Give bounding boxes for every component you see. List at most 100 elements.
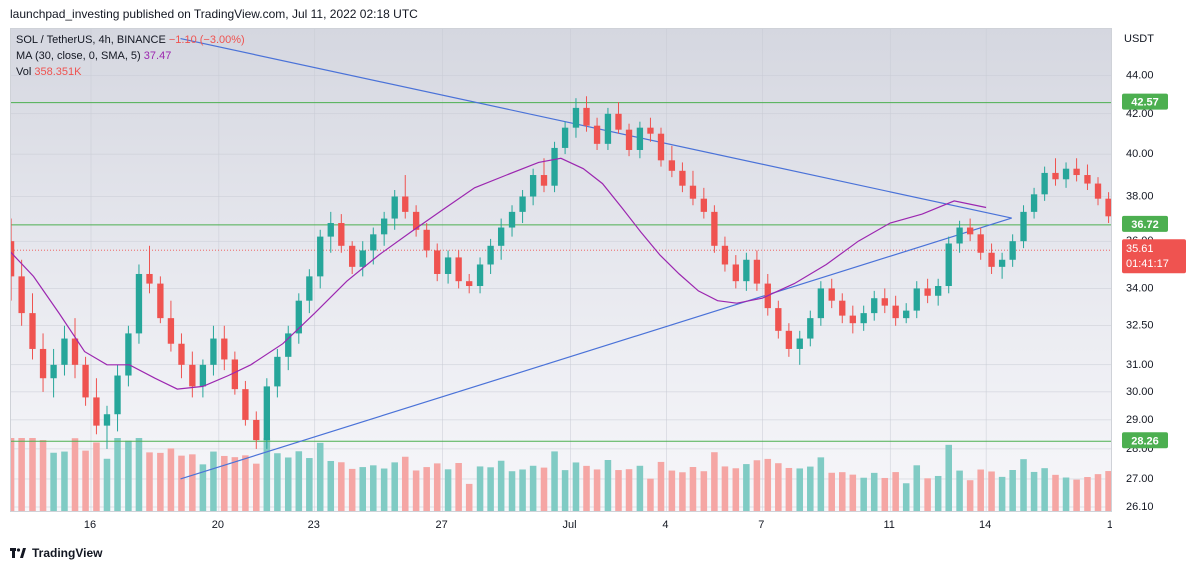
candle-32 xyxy=(349,241,356,274)
candle-73 xyxy=(785,323,793,357)
price-tick-label-7: 31.00 xyxy=(1126,359,1154,371)
candle-100 xyxy=(1073,158,1080,182)
candle-86 xyxy=(924,278,931,304)
candle-82 xyxy=(881,288,888,314)
level-badge-label-0: 42.57 xyxy=(1131,97,1159,109)
candle-body-101 xyxy=(1084,175,1091,184)
volume-bar-18 xyxy=(199,464,207,511)
candle-27 xyxy=(295,293,302,344)
volume-bar-61 xyxy=(657,461,665,511)
time-axis[interactable]: 16 20 23 27 Jul 4 7 11 14 18 xyxy=(10,512,1119,538)
volume-bar-90 xyxy=(966,480,974,511)
candle-38 xyxy=(412,205,420,237)
candle-37 xyxy=(402,175,409,219)
candle-body-102 xyxy=(1094,183,1102,199)
candle-body-27 xyxy=(295,300,302,334)
candle-17 xyxy=(189,351,196,398)
volume-bar-33 xyxy=(359,467,367,511)
candle-body-70 xyxy=(753,259,761,284)
candle-97 xyxy=(1041,166,1048,201)
candle-61 xyxy=(657,127,665,167)
candle-body-59 xyxy=(636,127,644,150)
candle-23 xyxy=(253,411,260,449)
volume-bar-58 xyxy=(625,469,633,511)
candle-52 xyxy=(561,121,569,155)
candle-10 xyxy=(114,364,121,432)
volume-bar-47 xyxy=(508,471,516,511)
candle-body-1 xyxy=(18,276,25,314)
candle-body-93 xyxy=(998,259,1006,267)
candle-body-10 xyxy=(114,375,121,415)
candle-12 xyxy=(135,264,143,344)
candle-83 xyxy=(892,295,899,326)
volume-bar-85 xyxy=(913,465,921,511)
price-tick-label-2: 40.00 xyxy=(1126,148,1154,160)
candle-body-16 xyxy=(178,343,185,365)
volume-bar-76 xyxy=(817,457,825,511)
candle-45 xyxy=(487,238,494,274)
candle-body-49 xyxy=(529,175,537,197)
time-tick-label-3: 27 xyxy=(436,519,448,531)
volume-bar-46 xyxy=(497,460,505,511)
level-badge-label-2: 28.26 xyxy=(1131,435,1159,447)
candle-body-23 xyxy=(253,419,260,441)
candle-13 xyxy=(146,245,153,294)
candle-body-67 xyxy=(721,245,729,265)
trendline-1[interactable] xyxy=(180,217,1012,480)
candle-69 xyxy=(743,252,750,291)
candle-46 xyxy=(497,218,505,260)
volume-bar-11 xyxy=(125,440,132,511)
candle-body-80 xyxy=(860,313,867,324)
volume-bar-20 xyxy=(221,455,228,511)
volume-bar-73 xyxy=(785,467,793,511)
price-axis[interactable]: USDT 44.0042.0040.0038.0036.0034.0032.50… xyxy=(1112,28,1200,513)
candle-90 xyxy=(966,218,974,242)
price-tick-label-8: 30.00 xyxy=(1126,386,1154,398)
candle-88 xyxy=(945,236,952,294)
candle-96 xyxy=(1030,187,1038,219)
volume-bar-91 xyxy=(977,469,984,511)
time-tick-label-5: 4 xyxy=(662,519,668,531)
price-tick-label-5: 34.00 xyxy=(1126,282,1154,294)
candle-body-64 xyxy=(689,185,697,199)
price-chart[interactable] xyxy=(11,29,1112,512)
candle-body-75 xyxy=(807,318,814,339)
candle-body-7 xyxy=(82,364,89,398)
candle-body-32 xyxy=(349,245,356,267)
candle-body-28 xyxy=(306,276,313,301)
published-header: launchpad_investing published on Trading… xyxy=(10,7,418,21)
candle-body-4 xyxy=(50,364,57,379)
candle-body-73 xyxy=(785,330,793,349)
candle-47 xyxy=(508,205,516,237)
candle-body-55 xyxy=(593,125,601,144)
chart-plot-area[interactable] xyxy=(10,28,1112,512)
candle-body-9 xyxy=(103,414,111,426)
horizontal-levels xyxy=(11,102,1111,442)
last-price-badge xyxy=(1122,239,1186,274)
price-badges: 42.57 36.72 28.26 35.61 01:41:17 xyxy=(1122,93,1186,449)
volume-bar-89 xyxy=(956,470,963,511)
volume-bar-86 xyxy=(924,478,931,511)
candle-19 xyxy=(210,325,217,376)
volume-bar-78 xyxy=(838,472,846,511)
volume-bar-37 xyxy=(401,456,409,511)
candle-body-56 xyxy=(604,113,612,144)
legend-ma-row: MA (30, close, 0, SMA, 5) 37.47 xyxy=(16,48,245,64)
volume-bar-39 xyxy=(423,467,430,511)
candle-body-39 xyxy=(423,229,430,251)
price-tick-label-0: 44.00 xyxy=(1126,69,1154,81)
volume-bar-24 xyxy=(263,438,271,511)
candle-4 xyxy=(50,348,57,398)
candle-102 xyxy=(1094,177,1102,206)
candle-body-33 xyxy=(359,250,366,267)
candle-84 xyxy=(903,303,910,324)
candle-body-11 xyxy=(125,333,132,376)
volume-bar-102 xyxy=(1094,474,1102,511)
volume-bar-36 xyxy=(391,462,398,511)
candle-body-19 xyxy=(210,338,217,365)
volume-bar-66 xyxy=(711,452,718,511)
candle-body-18 xyxy=(199,364,207,387)
volume-bar-80 xyxy=(860,477,867,511)
volume-bar-43 xyxy=(465,483,473,511)
volume-bar-27 xyxy=(295,451,303,511)
